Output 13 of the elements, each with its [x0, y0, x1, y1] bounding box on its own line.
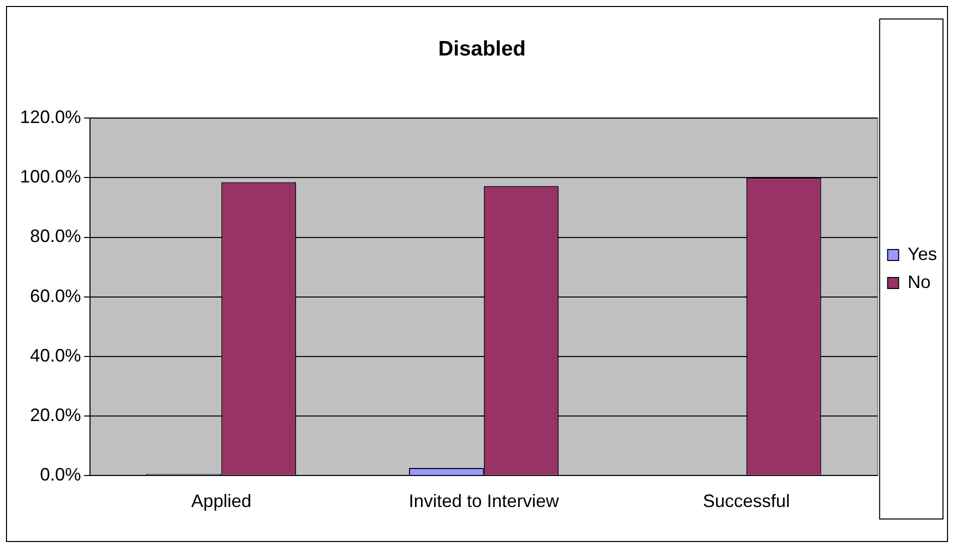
y-tick-label: 40.0%	[30, 345, 82, 366]
x-tick-label: Successful	[702, 491, 790, 512]
y-tick-label: 60.0%	[30, 286, 82, 306]
x-tick-label: Invited to Interview	[408, 491, 560, 512]
legend-label: Yes	[908, 244, 938, 264]
legend-label: No	[908, 272, 931, 292]
y-tick-label: 80.0%	[30, 226, 82, 246]
y-tick-label: 100.0%	[20, 166, 82, 187]
y-tick-label: 120.0%	[20, 107, 82, 128]
y-tick-label: 0.0%	[40, 464, 82, 484]
x-tick-label: Applied	[191, 491, 252, 512]
y-tick-label: 20.0%	[30, 404, 82, 425]
chart-title: Disabled	[438, 37, 526, 60]
